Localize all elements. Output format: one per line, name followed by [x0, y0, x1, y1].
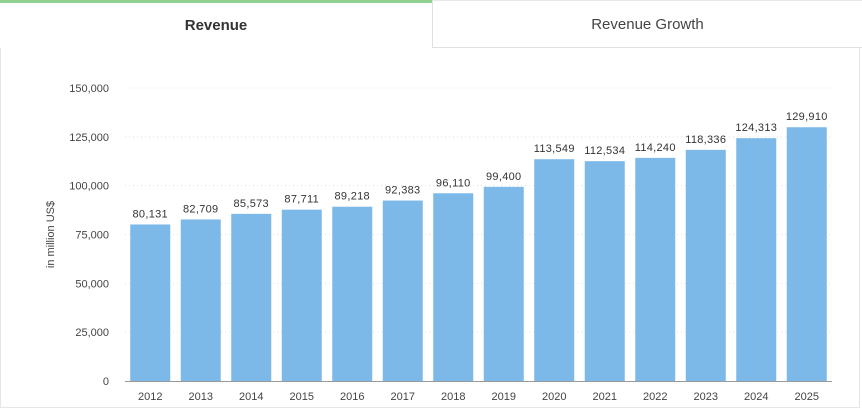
y-tick-label: 125,000: [69, 132, 109, 144]
data-label: 85,573: [234, 198, 269, 210]
y-axis-label: in million US$: [45, 201, 57, 268]
data-label: 80,131: [133, 208, 168, 220]
bar[interactable]: [736, 138, 777, 381]
x-tick-label: 2022: [643, 391, 667, 403]
data-label: 82,709: [183, 203, 218, 215]
x-tick-label: 2018: [441, 391, 465, 403]
tab-bar: Revenue Revenue Growth: [0, 0, 862, 48]
bar[interactable]: [332, 206, 373, 381]
bar[interactable]: [635, 157, 676, 381]
data-label: 124,313: [735, 122, 777, 134]
data-label: 118,336: [685, 134, 726, 146]
y-tick-label: 75,000: [75, 230, 109, 242]
data-label: 96,110: [436, 177, 471, 189]
data-label: 129,910: [786, 111, 828, 123]
x-tick-label: 2014: [239, 391, 263, 403]
x-tick-label: 2024: [744, 391, 768, 403]
bar[interactable]: [130, 224, 171, 381]
y-tick-label: 150,000: [69, 83, 109, 95]
data-label: 114,240: [635, 142, 676, 154]
data-label: 87,711: [284, 194, 319, 206]
bar[interactable]: [534, 159, 575, 381]
tab-revenue[interactable]: Revenue: [0, 0, 432, 48]
x-tick-label: 2013: [189, 391, 213, 403]
x-tick-label: 2021: [593, 391, 617, 403]
bar[interactable]: [382, 200, 423, 381]
bar[interactable]: [584, 161, 625, 381]
data-label: 99,400: [486, 171, 521, 183]
x-tick-label: 2023: [694, 391, 718, 403]
revenue-bar-chart: 0 25,000 50,000 75,000 100,000 125,000 150,000…: [45, 83, 832, 403]
data-label: 112,534: [584, 145, 625, 157]
bar[interactable]: [685, 149, 726, 381]
data-label: 113,549: [534, 143, 575, 155]
x-tick-label: 2015: [290, 391, 314, 403]
bar[interactable]: [281, 209, 322, 381]
data-label: 92,383: [385, 185, 420, 197]
bar[interactable]: [231, 213, 272, 381]
x-tick-label: 2016: [340, 391, 364, 403]
x-tick-label: 2025: [795, 391, 819, 403]
x-tick-label: 2017: [391, 391, 415, 403]
y-tick-label: 100,000: [69, 181, 109, 193]
tab-revenue-growth[interactable]: Revenue Growth: [432, 0, 862, 48]
x-tick-label: 2012: [138, 391, 162, 403]
x-tick-label: 2020: [542, 391, 566, 403]
bar[interactable]: [433, 193, 474, 381]
y-tick-label: 50,000: [75, 278, 109, 290]
data-label: 89,218: [335, 191, 370, 203]
x-tick-label: 2019: [492, 391, 516, 403]
y-tick-label: 25,000: [75, 327, 109, 339]
bar[interactable]: [786, 127, 827, 382]
y-tick-label: 0: [103, 376, 109, 388]
bar[interactable]: [180, 219, 221, 381]
bar[interactable]: [483, 186, 524, 381]
